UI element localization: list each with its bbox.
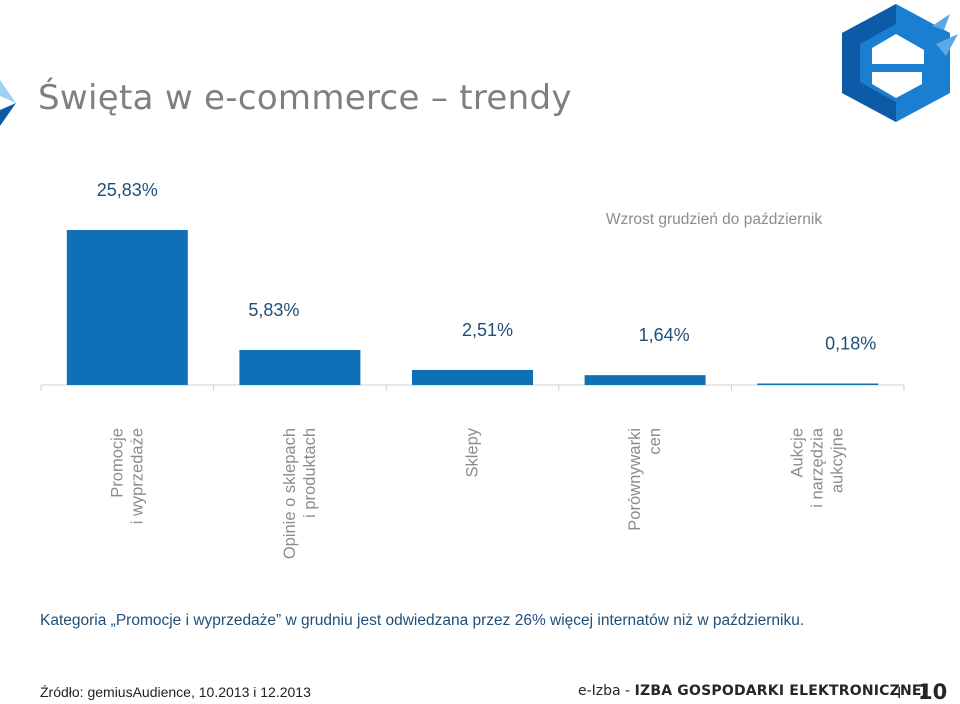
org-separator: - (620, 683, 635, 699)
chart-title: Wzrost grudzień do październik (606, 211, 822, 228)
category-label: Aukcje i narzędzia aukcyjne (789, 427, 847, 508)
organization-footer: e-Izba - IZBA GOSPODARKI ELEKTRONICZNEJ (578, 683, 927, 699)
bar-chart: Wzrost grudzień do październik 25,83% 5,8… (40, 180, 905, 559)
category-label: Opinie o sklepach i produktach (281, 428, 319, 559)
page-separator: I (897, 684, 902, 702)
value-label: 2,51% (462, 320, 513, 340)
category-label: Porównywarki cen (626, 428, 664, 531)
bar (412, 369, 533, 385)
category-labels: Promocje i wyprzedaże Opinie o sklepach i p… (108, 427, 846, 559)
org-brand: e-Izba (578, 683, 621, 699)
source-text: Źródło: gemiusAudience, 10.2013 i 12.201… (40, 684, 311, 700)
chart-note: Kategoria „Promocje i wyprzedaże” w grud… (40, 612, 805, 629)
value-label: 1,64% (639, 325, 690, 345)
category-label: Promocje i wyprzedaże (108, 428, 146, 524)
page-title: Święta w e-commerce – trendy (38, 78, 572, 118)
bar (757, 383, 879, 385)
value-label: 5,83% (248, 300, 299, 320)
e-izba-logo-icon (842, 4, 958, 122)
bars (66, 230, 879, 385)
category-label: Sklepy (464, 427, 482, 477)
value-label: 0,18% (825, 334, 876, 354)
x-axis-ticks (40, 385, 905, 391)
org-name: IZBA GOSPODARKI ELEKTRONICZNEJ (634, 683, 928, 699)
bar (584, 375, 706, 385)
page-number: 10 (918, 680, 948, 704)
value-label: 25,83% (97, 180, 158, 200)
value-labels: 25,83% 5,83% 2,51% 1,64% 0,18% (97, 180, 876, 353)
chevron-right-icon (0, 80, 16, 126)
bar (66, 230, 188, 385)
bar (239, 350, 361, 385)
